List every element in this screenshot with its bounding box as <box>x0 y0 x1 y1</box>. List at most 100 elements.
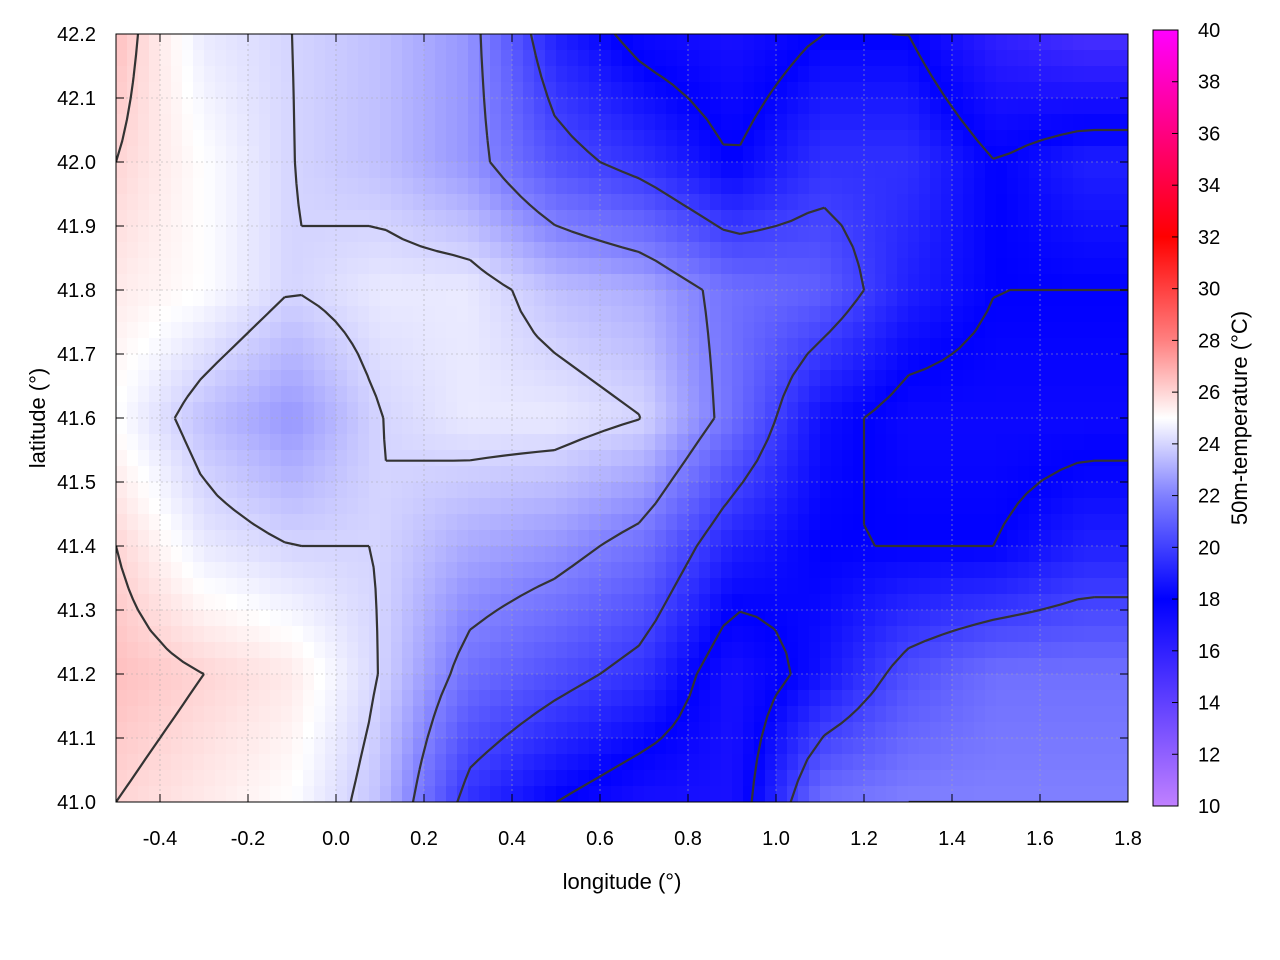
heatmap-cell <box>116 722 128 739</box>
heatmap-cell <box>600 754 612 771</box>
heatmap-cell <box>193 530 205 547</box>
heatmap-cell <box>622 258 634 275</box>
heatmap-cell <box>1117 738 1128 755</box>
heatmap-cell <box>1073 226 1085 243</box>
heatmap-cell <box>1062 210 1074 227</box>
heatmap-cell <box>996 306 1008 323</box>
heatmap-cell <box>391 306 403 323</box>
heatmap-cell <box>281 530 293 547</box>
heatmap-cell <box>270 578 282 595</box>
heatmap-cell <box>237 578 249 595</box>
heatmap-cell <box>325 226 337 243</box>
heatmap-cell <box>303 114 315 131</box>
heatmap-cell <box>314 546 326 563</box>
heatmap-cell <box>380 386 392 403</box>
heatmap-cell <box>864 258 876 275</box>
heatmap-cell <box>710 594 722 611</box>
heatmap-cell <box>886 690 898 707</box>
heatmap-cell <box>259 386 271 403</box>
heatmap-cell <box>798 546 810 563</box>
heatmap-cell <box>457 114 469 131</box>
heatmap-cell <box>413 418 425 435</box>
heatmap-cell <box>380 98 392 115</box>
heatmap-cell <box>1040 610 1052 627</box>
heatmap-cell <box>710 322 722 339</box>
heatmap-cell <box>138 642 150 659</box>
colorbar-tick-label: 10 <box>1198 796 1220 818</box>
heatmap-cell <box>127 626 139 643</box>
heatmap-cell <box>424 66 436 83</box>
heatmap-cell <box>1029 786 1041 802</box>
heatmap-cell <box>1007 162 1019 179</box>
heatmap-cell <box>325 354 337 371</box>
heatmap-cell <box>171 434 183 451</box>
heatmap-cell <box>281 306 293 323</box>
heatmap-cell <box>567 466 579 483</box>
heatmap-cell <box>809 242 821 259</box>
heatmap-cell <box>941 722 953 739</box>
heatmap-cell <box>402 178 414 195</box>
heatmap-cell <box>215 466 227 483</box>
heatmap-cell <box>336 546 348 563</box>
heatmap-cell <box>1051 722 1063 739</box>
heatmap-cell <box>809 258 821 275</box>
heatmap-cell <box>930 274 942 291</box>
heatmap-cell <box>1095 242 1107 259</box>
heatmap-cell <box>479 162 491 179</box>
heatmap-cell <box>325 610 337 627</box>
heatmap-cell <box>171 130 183 147</box>
heatmap-cell <box>424 466 436 483</box>
heatmap-cell <box>743 34 755 51</box>
heatmap-cell <box>325 402 337 419</box>
heatmap-cell <box>193 290 205 307</box>
heatmap-cell <box>226 530 238 547</box>
heatmap-cell <box>457 178 469 195</box>
heatmap-cell <box>138 466 150 483</box>
heatmap-cell <box>831 114 843 131</box>
heatmap-cell <box>270 562 282 579</box>
heatmap-cell <box>930 450 942 467</box>
heatmap-cell <box>963 546 975 563</box>
heatmap-cell <box>556 82 568 99</box>
heatmap-cell <box>1095 162 1107 179</box>
heatmap-cell <box>1117 146 1128 163</box>
heatmap-cell <box>259 66 271 83</box>
heatmap-cell <box>292 626 304 643</box>
heatmap-cell <box>1040 146 1052 163</box>
heatmap-cell <box>523 274 535 291</box>
heatmap-cell <box>369 98 381 115</box>
heatmap-cell <box>215 498 227 515</box>
heatmap-cell <box>754 690 766 707</box>
heatmap-cell <box>699 530 711 547</box>
heatmap-cell <box>512 706 524 723</box>
heatmap-cell <box>391 546 403 563</box>
heatmap-cell <box>127 98 139 115</box>
heatmap-cell <box>259 642 271 659</box>
heatmap-cell <box>1062 370 1074 387</box>
heatmap-cell <box>215 626 227 643</box>
heatmap-cell <box>182 258 194 275</box>
heatmap-cell <box>380 722 392 739</box>
heatmap-cell <box>622 354 634 371</box>
heatmap-cell <box>292 658 304 675</box>
heatmap-cell <box>512 482 524 499</box>
heatmap-cell <box>501 162 513 179</box>
heatmap-cell <box>974 98 986 115</box>
heatmap-cell <box>897 546 909 563</box>
heatmap-cell <box>655 562 667 579</box>
heatmap-cell <box>710 290 722 307</box>
heatmap-cell <box>149 514 161 531</box>
heatmap-cell <box>611 706 623 723</box>
heatmap-cell <box>204 66 216 83</box>
heatmap-cell <box>633 434 645 451</box>
heatmap-cell <box>358 658 370 675</box>
heatmap-cell <box>1029 418 1041 435</box>
heatmap-cell <box>1062 690 1074 707</box>
heatmap-cell <box>490 274 502 291</box>
heatmap-cell <box>578 274 590 291</box>
heatmap-cell <box>567 770 579 787</box>
heatmap-cell <box>897 754 909 771</box>
heatmap-cell <box>655 258 667 275</box>
heatmap-cell <box>292 290 304 307</box>
heatmap-cell <box>336 594 348 611</box>
